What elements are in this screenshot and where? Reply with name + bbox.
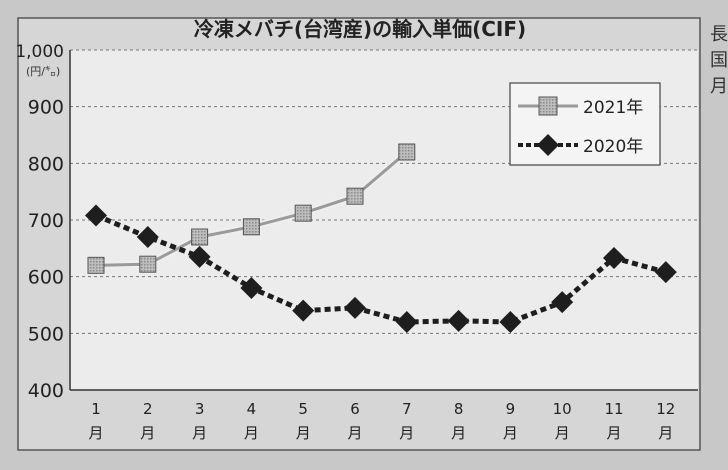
edge-text-1: 長 [710,24,728,45]
y-tick-label: 600 [28,267,64,289]
y-tick-label: 800 [28,153,64,175]
legend-box [509,82,661,166]
data-point-square [346,187,364,205]
x-tick-suffix: 月 [244,424,259,442]
x-tick-suffix: 月 [555,424,570,442]
data-point-diamond [551,291,574,314]
data-point-diamond [85,204,107,227]
unit-label: (円/㌔) [26,65,60,78]
legend-label-2021: 2021年 [583,98,643,118]
x-tick-number: 11 [604,400,623,418]
x-tick-suffix: 月 [140,424,155,442]
data-point-square [191,228,209,246]
legend-label-2020: 2020年 [583,137,643,157]
y-tick-label: 1,000 [15,42,64,62]
x-tick-suffix: 月 [88,424,103,442]
x-tick-suffix: 月 [192,424,207,442]
data-point-diamond [654,261,677,284]
y-tick-label: 700 [28,210,64,232]
edge-text-2: 国 [710,50,728,71]
x-tick-suffix: 月 [606,424,621,442]
x-tick-number: 10 [553,400,572,418]
y-tick-label: 400 [28,380,64,402]
y-tick-label: 500 [28,323,64,345]
x-tick-number: 5 [298,400,308,418]
grid-lines [70,49,698,334]
data-point-diamond [136,226,159,248]
x-tick-suffix: 月 [503,424,518,442]
edge-text-3: 月 [710,76,728,97]
x-tick-labels: 1 月 2 月 3 月 4 月 5 月 6 月 7 月 8 月 9 月 10 月 11 月 12 月 [88,400,675,442]
x-tick-number: 2 [143,400,153,418]
series-markers [85,143,677,333]
legend-marker-2020 [537,134,559,156]
x-tick-number: 7 [402,400,412,418]
x-tick-number: 9 [506,400,516,418]
x-tick-suffix: 月 [296,424,311,442]
x-tick-number: 12 [656,400,675,418]
x-tick-number: 6 [350,400,360,418]
x-tick-suffix: 月 [658,424,673,442]
x-tick-number: 4 [247,400,257,418]
x-tick-number: 8 [454,400,464,418]
data-point-square [294,204,312,222]
data-point-diamond [447,309,470,332]
chart-title: 冷凍メバチ(台湾産)の輸入単価(CIF) [194,17,526,41]
data-point-square [139,255,157,273]
data-point-diamond [188,245,211,268]
data-point-diamond [603,246,625,269]
x-tick-suffix: 月 [399,424,414,442]
x-tick-number: 1 [91,400,101,418]
data-point-square [87,256,105,274]
data-point-diamond [292,299,315,322]
series-line-1 [95,213,667,325]
y-tick-labels: 400 500 600 700 800 900 1,000 [15,42,64,402]
x-tick-suffix: 月 [347,424,362,442]
data-point-square [398,143,416,161]
data-point-square [242,218,260,236]
legend-marker-2021 [538,96,558,116]
data-point-diamond [240,277,263,299]
data-point-diamond [395,311,418,333]
y-tick-label: 900 [28,97,64,119]
x-tick-suffix: 月 [451,424,466,442]
data-point-diamond [344,296,366,319]
data-point-diamond [499,311,522,333]
legend: 2021年 2020年 [509,82,661,166]
x-tick-number: 3 [195,400,205,418]
